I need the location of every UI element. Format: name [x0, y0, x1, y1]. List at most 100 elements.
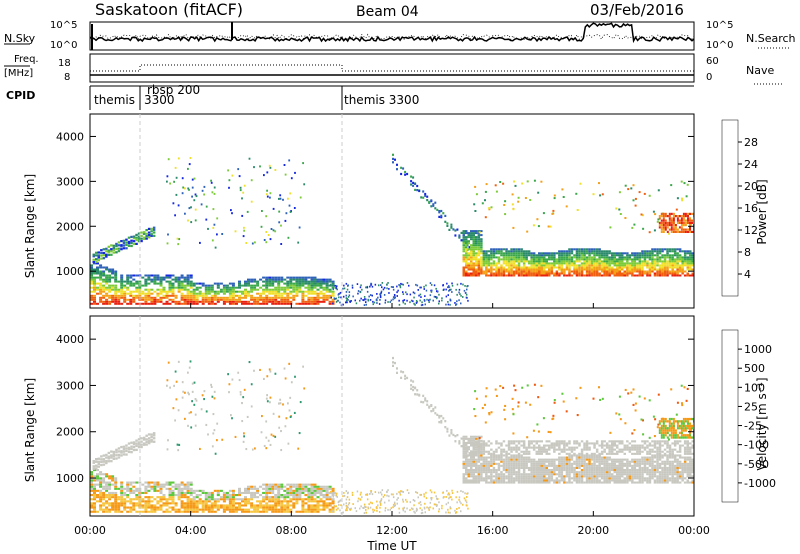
velocity-cell [525, 462, 528, 465]
velocity-cell [102, 454, 106, 457]
power-cell [532, 268, 536, 271]
power-cell [477, 230, 481, 233]
velocity-cell [244, 502, 247, 505]
velocity-cell [372, 508, 374, 511]
velocity-cell [416, 389, 419, 392]
velocity-cell [454, 440, 457, 443]
power-cell [465, 258, 468, 261]
power-cell [552, 209, 555, 212]
velocity-cell [466, 504, 468, 507]
power-cell [605, 254, 609, 257]
velocity-cell [434, 412, 437, 415]
velocity-cell [96, 469, 99, 472]
power-cell [120, 280, 124, 283]
power-cell [231, 292, 235, 295]
power-cell [618, 252, 621, 255]
power-cell [289, 280, 293, 283]
velocity-cell [307, 500, 311, 503]
velocity-cell [204, 494, 208, 497]
power-cell [130, 235, 133, 238]
power-cell [393, 297, 396, 300]
power-cell [178, 238, 181, 241]
velocity-cell [310, 485, 314, 488]
velocity-cell [328, 498, 332, 501]
velocity-cell [135, 439, 138, 442]
velocity-cell [145, 438, 148, 441]
power-cell [643, 252, 647, 255]
power-cell [467, 254, 470, 257]
power-cell [221, 233, 224, 235]
power-cell [96, 268, 99, 271]
velocity-cell [99, 483, 103, 486]
velocity-cell [135, 502, 139, 505]
power-cell [598, 272, 601, 275]
power-cell [573, 254, 576, 257]
power-cell [406, 293, 408, 296]
power-cell [207, 286, 211, 289]
velocity-cell [538, 440, 541, 443]
power-cell [108, 270, 112, 273]
power-cell [638, 262, 642, 265]
power-cell [668, 215, 671, 218]
velocity-cell [500, 473, 503, 476]
velocity-cell [129, 487, 133, 490]
velocity-cell [177, 483, 181, 486]
power-cell [268, 284, 272, 287]
power-cell [497, 256, 501, 259]
power-cell [687, 230, 689, 233]
power-cell [660, 224, 663, 227]
power-cell [618, 258, 621, 261]
power-cell [446, 282, 448, 285]
velocity-cell [178, 443, 181, 446]
velocity-cell [201, 502, 205, 505]
power-cell [420, 286, 422, 289]
velocity-cell [93, 469, 96, 472]
power-cell [394, 296, 396, 299]
velocity-cell [293, 411, 296, 414]
power-cell [108, 278, 112, 281]
velocity-cell [412, 385, 415, 389]
power-cell [653, 274, 657, 277]
power-cell [243, 229, 245, 232]
power-cell [207, 292, 211, 295]
velocity-cell [490, 460, 493, 463]
velocity-cell [472, 479, 475, 482]
power-cell [485, 270, 488, 273]
velocity-cell [447, 511, 450, 514]
power-cell [189, 284, 193, 287]
power-cell [475, 254, 478, 257]
power-cell [676, 268, 679, 271]
velocity-cell [204, 506, 208, 509]
velocity-cell [307, 483, 311, 486]
velocity-cell [162, 496, 166, 499]
velocity-cell [475, 460, 478, 463]
velocity-cell [467, 448, 470, 451]
velocity-cell [495, 448, 498, 451]
power-cell [595, 270, 599, 273]
power-cell [472, 266, 475, 269]
velocity-cell [477, 456, 481, 459]
noise-traces [89, 22, 695, 50]
velocity-cell [520, 454, 523, 457]
velocity-cell [186, 496, 190, 499]
power-cell [553, 254, 556, 257]
power-cell [592, 193, 595, 196]
velocity-cell [366, 493, 369, 496]
velocity-cell [515, 456, 518, 459]
velocity-cell [274, 372, 277, 375]
velocity-cell [99, 496, 103, 499]
power-cell [295, 286, 299, 289]
velocity-cell [256, 508, 260, 511]
velocity-cell [195, 510, 199, 513]
power-cell [445, 303, 447, 306]
velocity-cell [95, 460, 98, 463]
power-cell [603, 266, 606, 269]
power-cell [648, 266, 652, 269]
power-cell [462, 254, 465, 257]
power-cell [524, 197, 527, 199]
velocity-cell [268, 368, 271, 371]
velocity-cell [177, 449, 180, 452]
power-cell [322, 280, 326, 283]
power-cell [399, 286, 402, 289]
power-cell [462, 240, 465, 243]
